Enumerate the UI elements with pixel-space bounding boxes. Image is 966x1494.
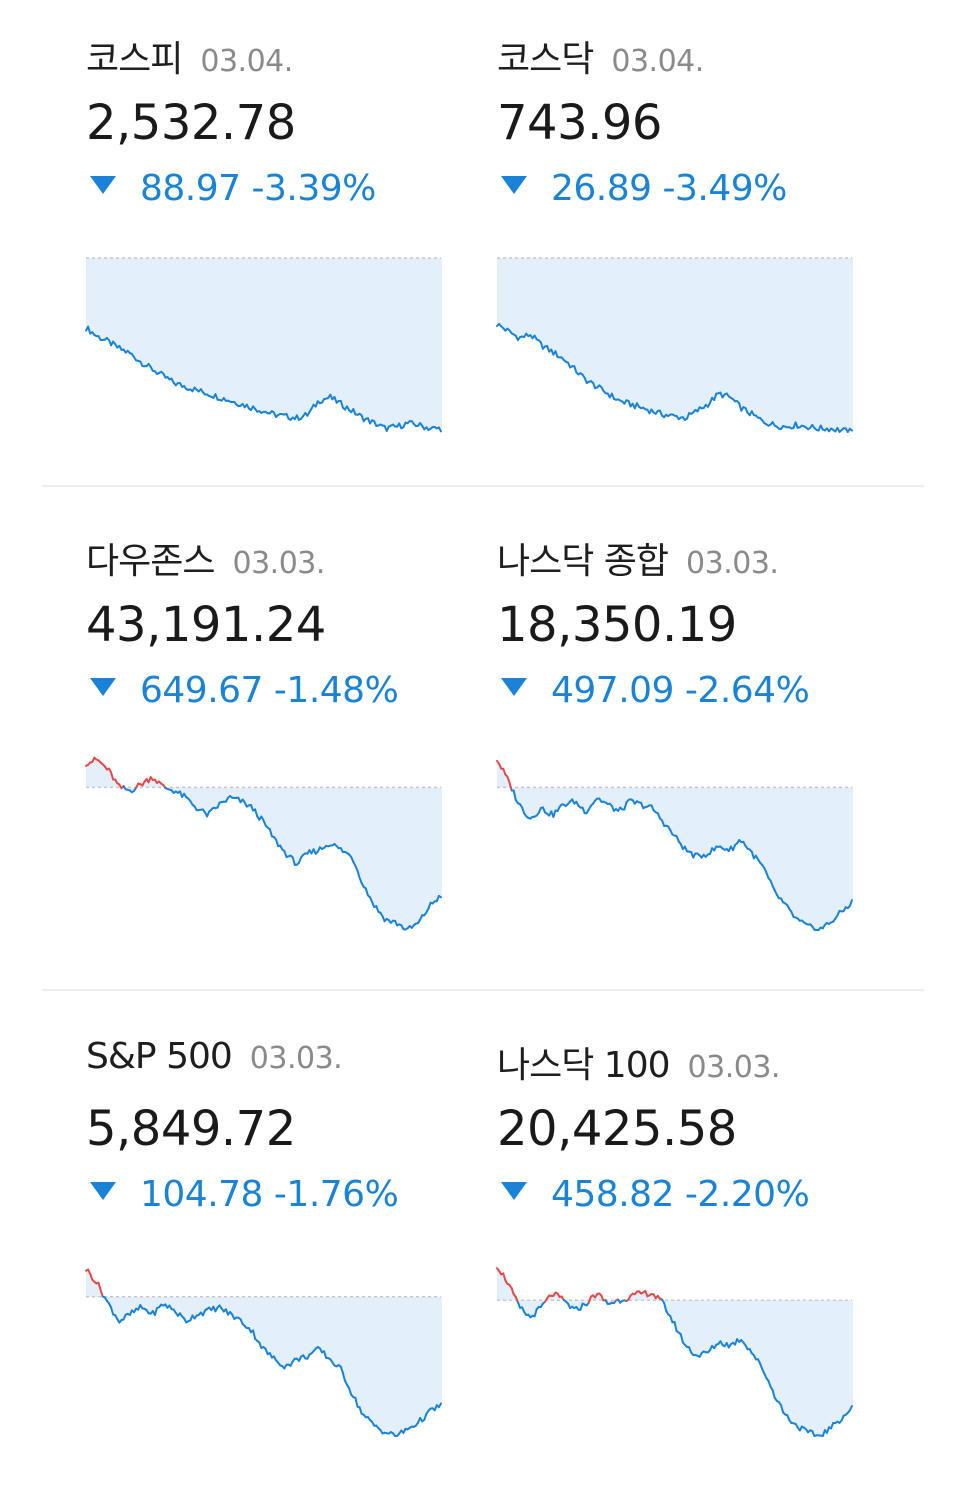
index-change: 26.89 -3.49% [497, 168, 787, 209]
index-name: 코스닥 [497, 39, 593, 80]
change-percent: -1.48% [274, 670, 398, 711]
index-row-2: 다우존스 03.03. 43,191.24 649.67 -1.48% 나스닥 종… [0, 488, 966, 990]
sparkline-area [86, 258, 441, 431]
sparkline-chart [497, 1254, 852, 1444]
index-name: 다우존스 [86, 541, 214, 582]
down-arrow-icon [501, 678, 527, 696]
sparkline-chart [497, 250, 852, 440]
sparkline-chart [86, 748, 441, 938]
change-percent: -2.20% [685, 1174, 809, 1215]
index-card-nasdaq-100[interactable]: 나스닥 100 03.03. 20,425.58 458.82 -2.20% [497, 992, 877, 1472]
change-percent: -3.39% [252, 168, 376, 209]
index-card-dow-jones[interactable]: 다우존스 03.03. 43,191.24 649.67 -1.48% [86, 488, 466, 968]
index-card-kosdaq[interactable]: 코스닥 03.04. 743.96 26.89 -3.49% [497, 0, 877, 480]
sparkline-segment [510, 782, 512, 790]
change-percent: -1.76% [274, 1174, 398, 1215]
change-percent: -3.49% [663, 168, 787, 209]
index-name: 나스닥 100 [497, 1045, 670, 1086]
sparkline-chart [86, 250, 441, 440]
sparkline-chart [86, 1254, 441, 1444]
change-percent: -2.64% [685, 670, 809, 711]
sparkline-area [497, 1268, 852, 1436]
sparkline-segment [850, 429, 852, 431]
index-date: 03.03. [232, 546, 324, 581]
index-date: 03.03. [688, 1050, 780, 1085]
section-divider [42, 485, 924, 487]
sparkline-area [497, 761, 852, 930]
index-value: 20,425.58 [497, 1101, 737, 1157]
index-date: 03.03. [686, 546, 778, 581]
index-name: 코스피 [86, 39, 182, 80]
index-date: 03.03. [250, 1041, 342, 1076]
down-arrow-icon [90, 176, 116, 194]
index-value: 43,191.24 [86, 597, 326, 653]
index-card-sp500[interactable]: S&P 500 03.03. 5,849.72 104.78 -1.76% [86, 992, 466, 1472]
index-value: 5,849.72 [86, 1101, 296, 1157]
change-amount: 649.67 [140, 670, 263, 711]
sparkline-area [497, 258, 852, 432]
sparkline-segment [439, 896, 441, 897]
index-value: 18,350.19 [497, 597, 737, 653]
index-change: 458.82 -2.20% [497, 1174, 809, 1215]
change-amount: 497.09 [551, 670, 674, 711]
index-change: 104.78 -1.76% [86, 1174, 398, 1215]
change-amount: 88.97 [140, 168, 241, 209]
index-change: 88.97 -3.39% [86, 168, 376, 209]
change-amount: 104.78 [140, 1174, 263, 1215]
index-value: 743.96 [497, 95, 662, 151]
index-date: 03.04. [611, 44, 703, 79]
index-card-kospi[interactable]: 코스피 03.04. 2,532.78 88.97 -3.39% [86, 0, 466, 480]
index-change: 497.09 -2.64% [497, 670, 809, 711]
index-change: 649.67 -1.48% [86, 670, 398, 711]
change-amount: 458.82 [551, 1174, 674, 1215]
down-arrow-icon [501, 1182, 527, 1200]
down-arrow-icon [90, 678, 116, 696]
sparkline-area [86, 1270, 441, 1436]
index-row-3: S&P 500 03.03. 5,849.72 104.78 -1.76% 나스닥… [0, 992, 966, 1494]
change-amount: 26.89 [551, 168, 652, 209]
sparkline-chart [497, 748, 852, 938]
index-name: 나스닥 종합 [497, 541, 668, 582]
index-date: 03.04. [200, 44, 292, 79]
section-divider [42, 989, 924, 991]
index-value: 2,532.78 [86, 95, 296, 151]
down-arrow-icon [90, 1182, 116, 1200]
down-arrow-icon [501, 176, 527, 194]
index-row-1: 코스피 03.04. 2,532.78 88.97 -3.39% 코스닥 03.04… [0, 0, 966, 502]
index-name: S&P 500 [86, 1036, 232, 1077]
index-card-nasdaq-composite[interactable]: 나스닥 종합 03.03. 18,350.19 497.09 -2.64% [497, 488, 877, 968]
